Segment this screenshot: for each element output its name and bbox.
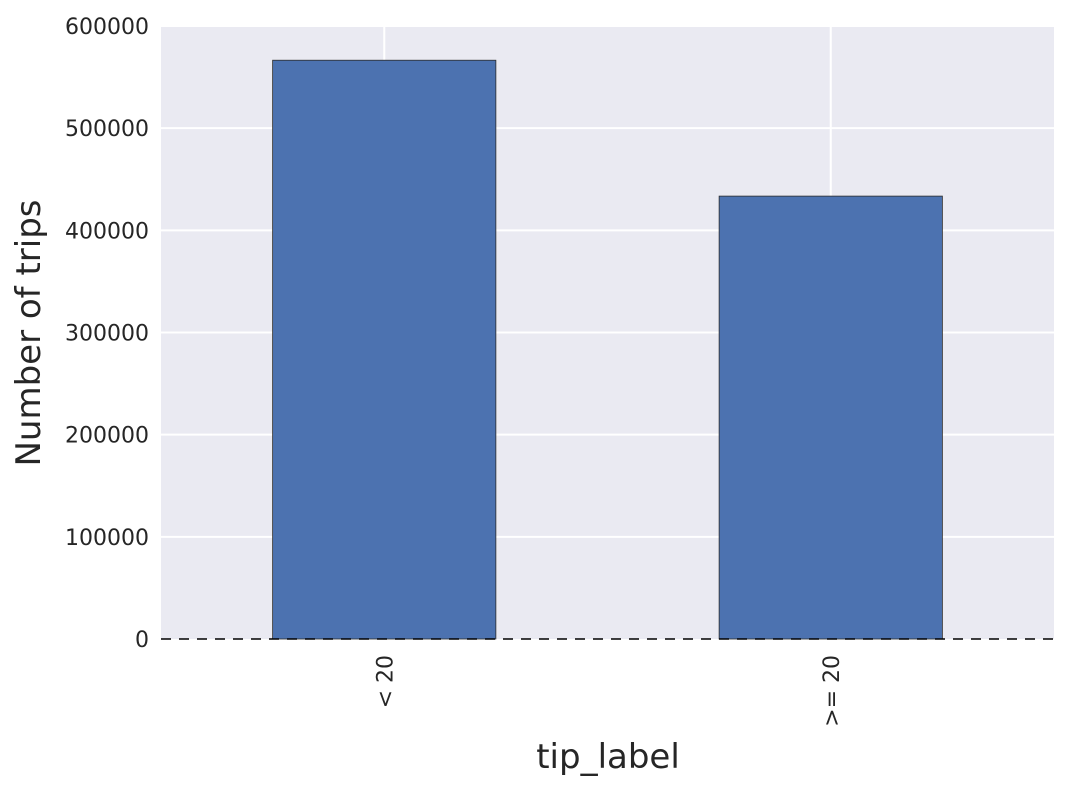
y-tick-label: 300000 bbox=[65, 322, 149, 347]
y-tick-label: 600000 bbox=[65, 15, 149, 40]
y-tick-label: 0 bbox=[135, 628, 149, 653]
x-tick-label: < 20 bbox=[373, 655, 398, 708]
y-tick-label: 500000 bbox=[65, 117, 149, 142]
y-tick-labels: 0 100000 200000 300000 400000 500000 600000 bbox=[65, 15, 149, 653]
y-tick-label: 200000 bbox=[65, 424, 149, 449]
bar bbox=[272, 59, 497, 640]
x-tick-labels: < 20 >= 20 bbox=[373, 655, 845, 727]
x-tick-label: >= 20 bbox=[820, 655, 845, 727]
x-axis-label: tip_label bbox=[536, 737, 680, 777]
bars bbox=[272, 59, 943, 640]
y-tick-label: 100000 bbox=[65, 526, 149, 551]
y-tick-label: 400000 bbox=[65, 219, 149, 244]
y-axis-label: Number of trips bbox=[9, 199, 49, 466]
bar bbox=[718, 195, 943, 640]
